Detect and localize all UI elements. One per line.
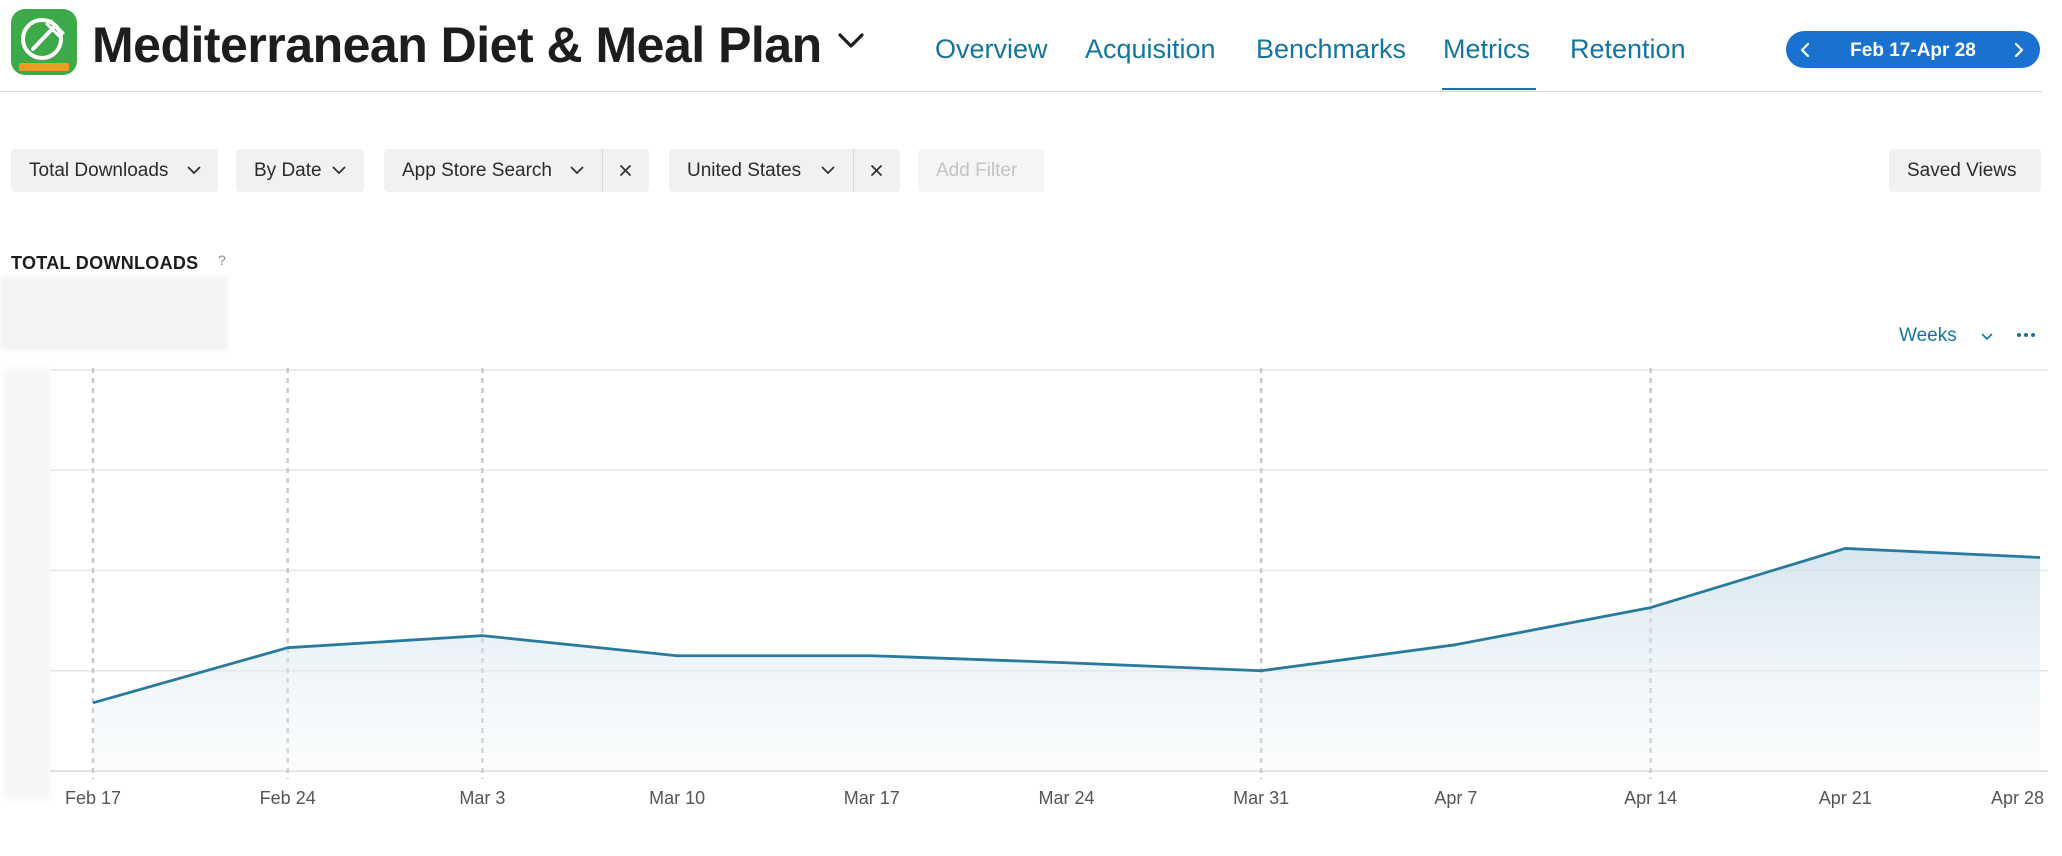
redacted-y-axis <box>4 369 50 799</box>
help-icon[interactable]: ? <box>218 252 226 268</box>
chevron-down-icon <box>821 166 835 175</box>
x-tick-label: Apr 28 <box>1991 788 2044 808</box>
app-icon <box>11 9 77 75</box>
x-tick-label: Apr 7 <box>1434 788 1477 808</box>
x-tick-label: Mar 17 <box>844 788 900 808</box>
x-tick-label: Mar 31 <box>1233 788 1289 808</box>
group-by-dropdown-label: By Date <box>254 160 322 181</box>
downloads-chart: Feb 17 Feb 24 Mar 3 Mar 10 Mar 17 Mar 24 Mar 3… <box>50 368 2048 808</box>
chevron-down-icon <box>570 166 584 175</box>
chevron-left-icon <box>1800 42 1810 58</box>
x-tick-label: Feb 17 <box>65 788 121 808</box>
x-tick-label: Apr 21 <box>1819 788 1872 808</box>
tab-acquisition[interactable]: Acquisition <box>1085 34 1216 64</box>
add-filter-button[interactable]: Add Filter <box>918 149 1044 192</box>
app-title: Mediterranean Diet & Meal Plan <box>92 17 822 73</box>
measure-dropdown-label: Total Downloads <box>29 160 169 181</box>
date-range-picker: Feb 17-Apr 28 <box>1786 31 2040 68</box>
territory-filter-label: United States <box>687 160 802 181</box>
source-filter[interactable]: App Store Search <box>384 149 602 192</box>
tab-metrics[interactable]: Metrics <box>1443 34 1530 64</box>
close-icon <box>871 165 882 176</box>
territory-filter[interactable]: United States <box>669 149 853 192</box>
app-switcher-chevron-icon[interactable] <box>836 30 866 52</box>
downloads-area <box>93 548 2040 771</box>
tab-overview[interactable]: Overview <box>935 34 1048 64</box>
date-prev-button[interactable] <box>1788 31 1824 68</box>
date-next-button[interactable] <box>2002 31 2038 68</box>
active-tab-indicator <box>1442 88 1536 90</box>
close-icon <box>620 165 631 176</box>
x-tick-label: Mar 24 <box>1038 788 1094 808</box>
measure-dropdown[interactable]: Total Downloads <box>11 149 218 192</box>
chart-title: TOTAL DOWNLOADS <box>11 253 199 273</box>
chevron-down-icon <box>187 166 201 175</box>
downloads-line <box>92 547 2041 705</box>
remove-source-filter-button[interactable] <box>602 149 649 192</box>
fork-leaf-icon <box>21 18 65 60</box>
x-tick-label: Mar 3 <box>459 788 505 808</box>
chevron-down-icon <box>1981 333 1993 341</box>
remove-territory-filter-button[interactable] <box>853 149 900 192</box>
redacted-total-value <box>0 276 228 350</box>
saved-views-label: Saved Views <box>1907 160 2017 181</box>
chevron-right-icon <box>2014 42 2024 58</box>
source-filter-label: App Store Search <box>402 160 552 181</box>
app-icon-badge <box>19 63 69 71</box>
x-tick-label: Apr 14 <box>1624 788 1677 808</box>
add-filter-label: Add Filter <box>936 160 1018 181</box>
header-divider <box>0 91 2042 92</box>
date-range-label[interactable]: Feb 17-Apr 28 <box>1850 40 1976 61</box>
group-by-dropdown[interactable]: By Date <box>236 149 364 192</box>
saved-views-button[interactable]: Saved Views <box>1889 149 2041 192</box>
tab-benchmarks[interactable]: Benchmarks <box>1256 34 1407 64</box>
granularity-dropdown[interactable]: Weeks <box>1899 325 1993 347</box>
tab-retention[interactable]: Retention <box>1570 34 1686 64</box>
chevron-down-icon <box>332 166 346 175</box>
more-icon[interactable] <box>2014 324 2044 346</box>
x-tick-label: Feb 24 <box>260 788 316 808</box>
x-tick-label: Mar 10 <box>649 788 705 808</box>
granularity-label: Weeks <box>1899 325 1957 346</box>
